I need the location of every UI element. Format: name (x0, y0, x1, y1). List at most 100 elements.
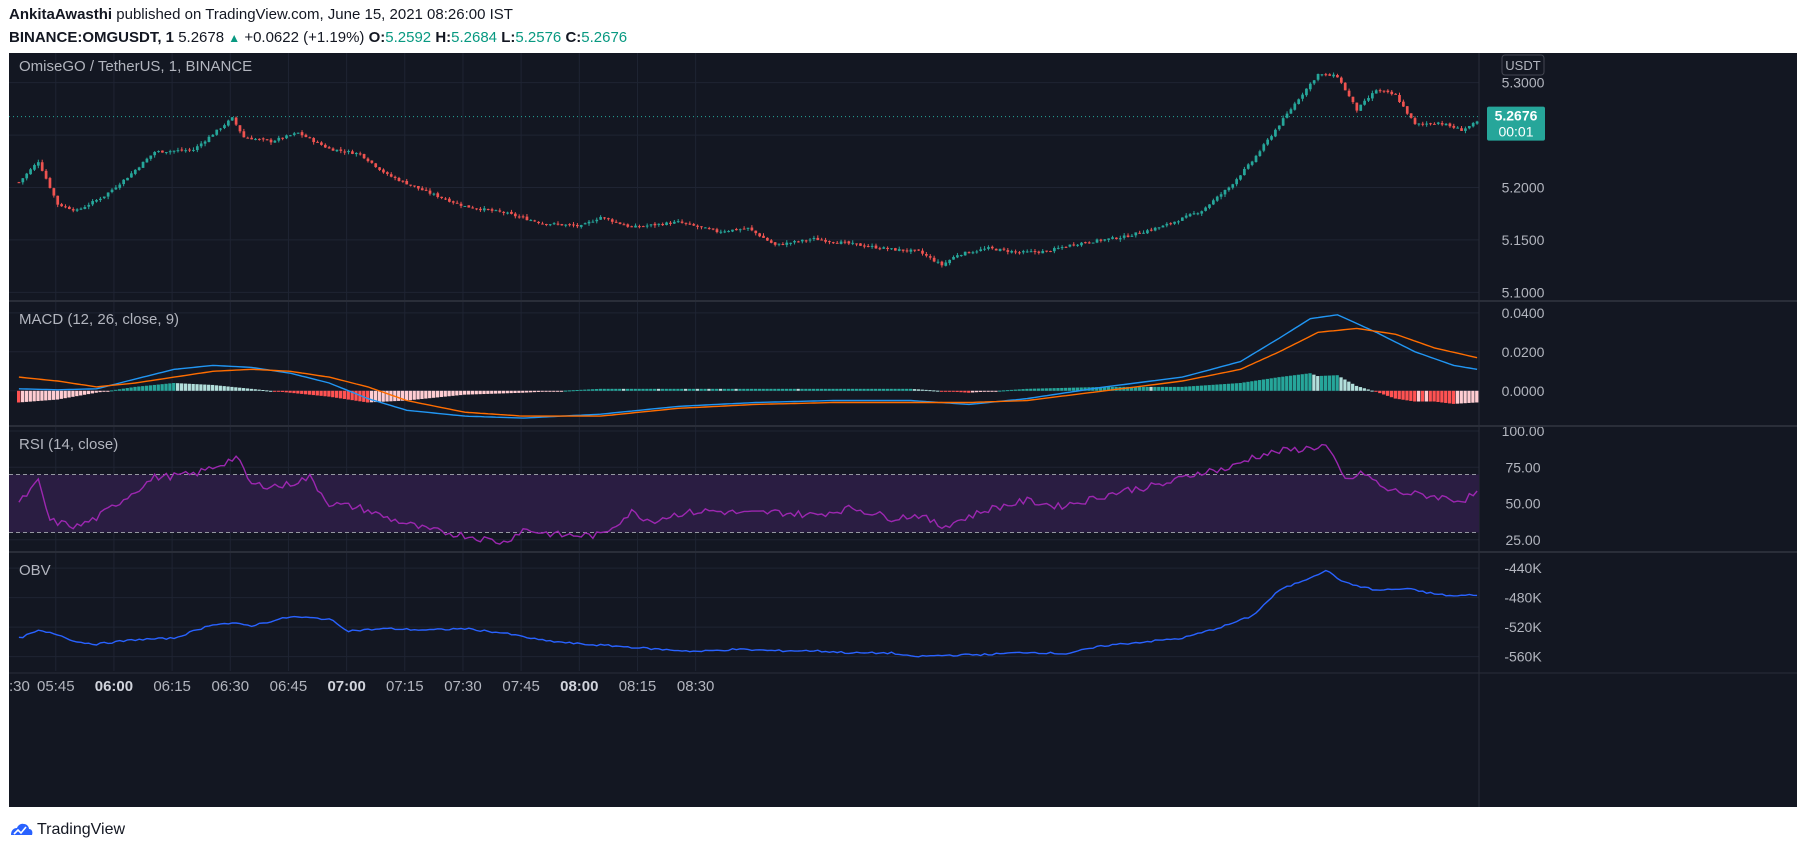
macd-histogram-bar (272, 390, 277, 392)
candle-body (994, 248, 998, 251)
candle-body (1274, 129, 1277, 137)
macd-histogram-bar (757, 388, 761, 391)
macd-histogram-bar (668, 388, 672, 391)
candle-body (192, 149, 195, 151)
macd-histogram-bar (257, 389, 261, 391)
macd-histogram-bar (439, 390, 443, 398)
candle-body (727, 231, 730, 233)
candle-body (925, 254, 928, 256)
chart-svg[interactable]: 5.1000 5.1500 5.2000 5.3000 0.0000 0.0200 0.04… (9, 53, 1797, 807)
macd-histogram-bar (67, 390, 71, 398)
macd-histogram-bar (1025, 388, 1029, 391)
macd-histogram-bar (203, 384, 207, 391)
macd-histogram-bar (117, 389, 122, 391)
candle-body (1270, 136, 1273, 140)
time-tick-label: 08:30 (677, 678, 715, 695)
macd-histogram-bar (137, 386, 141, 391)
candle-body (389, 174, 393, 177)
macd-histogram-bar (451, 390, 455, 396)
candle-body (33, 165, 36, 170)
candle-body (254, 138, 257, 140)
macd-histogram-bar (482, 390, 486, 395)
macd-histogram-bar (606, 388, 610, 391)
macd-histogram-bar (633, 388, 637, 391)
y-tick-label: 5.3000 (1502, 75, 1545, 91)
candle-body (828, 241, 831, 243)
candle-body (246, 137, 250, 139)
macd-histogram-bar (959, 390, 963, 393)
candle-body (385, 172, 389, 174)
ohlc-line: BINANCE:OMGUSDT, 1 5.2678 ▲ +0.0622 (+1.… (9, 29, 627, 46)
macd-histogram-bar (804, 388, 808, 391)
macd-histogram-bar (331, 390, 335, 398)
macd-histogram-bar (59, 390, 63, 399)
candle-body (831, 242, 835, 244)
candle-body (448, 198, 451, 202)
macd-histogram-bar (1397, 390, 1401, 400)
macd-line (18, 314, 1478, 419)
macd-histogram-bar (280, 390, 284, 392)
macd-histogram-bar (1219, 384, 1223, 391)
candle-body (397, 177, 401, 181)
candle-body (110, 189, 114, 193)
macd-histogram-bar (1133, 386, 1138, 391)
footer-brand[interactable]: TradingView (37, 821, 126, 838)
candle-body (979, 249, 983, 252)
candle-body (223, 125, 226, 129)
macd-histogram-bar (649, 388, 653, 391)
macd-histogram-bar (1323, 375, 1328, 391)
candle-body (1378, 90, 1382, 92)
candle-body (312, 138, 316, 143)
candle-body (1142, 232, 1145, 234)
candle-body (618, 222, 622, 224)
macd-histogram-bar (1444, 390, 1448, 403)
candle-body (122, 179, 126, 185)
candle-body (339, 149, 343, 151)
candle-body (1138, 232, 1142, 234)
macd-histogram-bar (1009, 389, 1014, 391)
candle-body (56, 195, 60, 205)
macd-histogram-bar (1029, 388, 1033, 391)
candle-body (785, 242, 789, 245)
y-tick-label: -440K (1504, 560, 1542, 576)
candle-body (913, 249, 917, 251)
macd-histogram-bar (90, 390, 94, 394)
candle-body (351, 151, 354, 154)
macd-histogram-bar (563, 390, 568, 392)
price-pane-title: OmiseGO / TetherUS, 1, BINANCE (19, 58, 252, 75)
candle-body (1370, 93, 1374, 99)
candle-body (455, 202, 459, 204)
macd-histogram-bar (951, 390, 955, 392)
candle-body (145, 158, 149, 163)
candle-body (1033, 251, 1037, 253)
candle-body (513, 213, 517, 217)
candle-body (238, 125, 242, 132)
candle-body (52, 188, 56, 196)
chart-canvas[interactable]: 5.1000 5.1500 5.2000 5.3000 0.0000 0.0200 0.04… (9, 53, 1797, 807)
candle-body (1146, 230, 1149, 234)
candle-body (29, 169, 32, 175)
candle-body (1343, 82, 1347, 91)
candle-body (44, 170, 48, 179)
candle-body (1188, 214, 1192, 217)
candle-body (285, 135, 288, 139)
author-name[interactable]: AnkitaAwasthi (9, 6, 113, 23)
candle-body (1064, 246, 1068, 248)
candle-body (703, 227, 707, 229)
candle-body (967, 252, 971, 254)
candle-body (983, 248, 986, 250)
candle-body (963, 251, 967, 256)
macd-histogram-bar (183, 383, 188, 391)
macd-histogram-bar (974, 390, 979, 393)
macd-histogram-bar (1126, 386, 1130, 391)
candle-body (599, 216, 602, 220)
candle-body (1440, 123, 1444, 125)
candle-body (343, 151, 347, 153)
macd-histogram-bar (338, 390, 343, 399)
candle-body (95, 199, 98, 202)
candle-body (1239, 175, 1242, 180)
candle-body (1398, 94, 1401, 103)
candle-body (781, 243, 785, 245)
candle-body (87, 204, 91, 207)
candle-body (897, 249, 901, 251)
